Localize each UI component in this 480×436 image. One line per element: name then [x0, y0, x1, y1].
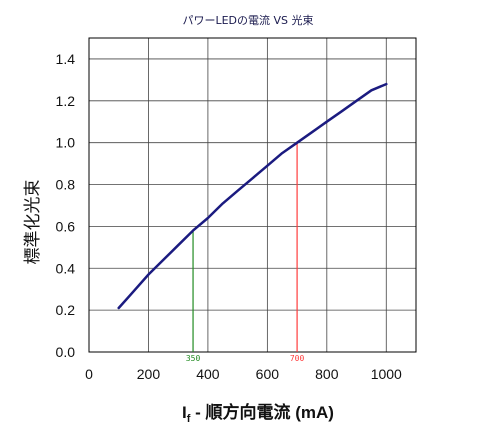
x-axis-label-text: - 順方向電流 (mA): [190, 402, 334, 422]
x-tick-label: 1000: [371, 366, 402, 382]
x-tick-label: 0: [85, 366, 93, 382]
y-axis-ticks: 0.0 0.2 0.4 0.6 0.8 1.0 1.2 1.4: [56, 51, 76, 360]
y-tick-label: 0.8: [56, 177, 76, 193]
x-tick-label: 800: [315, 366, 339, 382]
y-tick-label: 1.0: [56, 135, 76, 151]
y-axis-label: 標準化光束: [23, 180, 43, 265]
x-tick-label: 400: [196, 366, 220, 382]
x-axis-label-subscript: f: [187, 413, 191, 425]
y-tick-label: 0.4: [56, 260, 76, 276]
plot-frame: [88, 37, 417, 353]
grid: [89, 38, 416, 352]
x-tick-label: 600: [256, 366, 280, 382]
x-axis-label-prefix: I: [182, 403, 187, 422]
reference-label: 350: [186, 354, 201, 363]
series-line: [117, 82, 388, 310]
reference-label: 700: [290, 354, 305, 363]
series: [117, 82, 388, 310]
y-tick-label: 0.0: [56, 344, 76, 360]
x-tick-label: 200: [137, 366, 161, 382]
chart-title: パワーLEDの電流 VS 光束: [182, 13, 313, 27]
y-tick-label: 1.2: [56, 93, 76, 109]
y-tick-label: 0.6: [56, 218, 76, 234]
y-tick-label: 1.4: [56, 51, 76, 67]
y-tick-label: 0.2: [56, 302, 76, 318]
x-axis-label: If - 順方向電流 (mA): [182, 402, 334, 425]
reference-markers: 350 700: [186, 142, 305, 363]
x-axis-ticks: 0 200 400 600 800 1000: [85, 366, 402, 382]
